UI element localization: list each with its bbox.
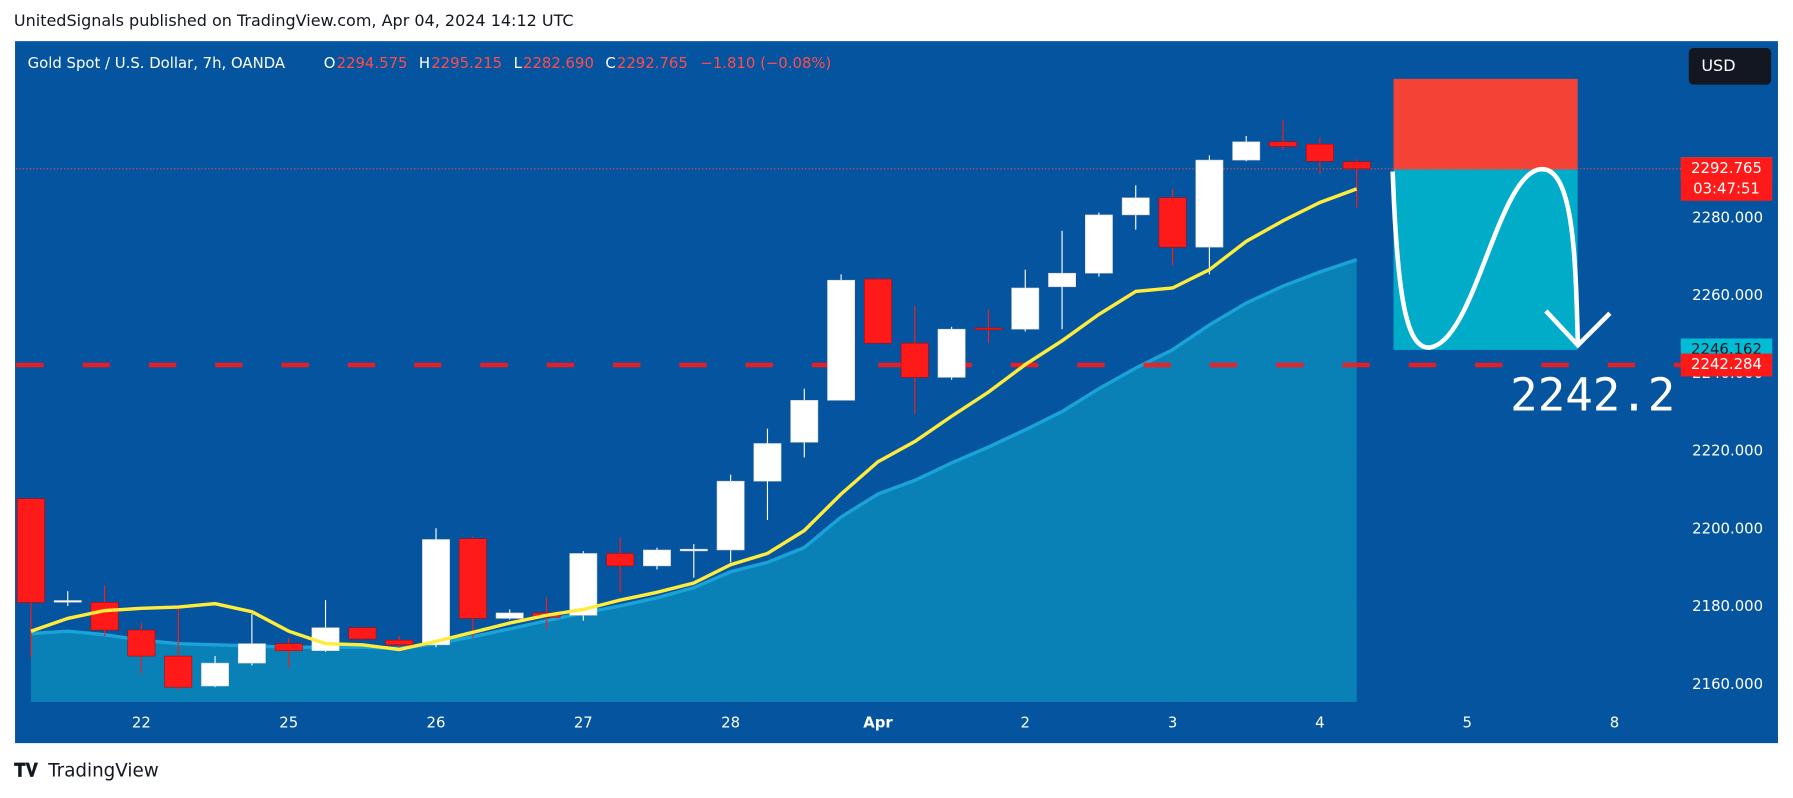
price-label-box bbox=[1680, 353, 1773, 377]
legend-label: H bbox=[419, 54, 430, 72]
projection-curve bbox=[1390, 166, 1581, 350]
y-tick-label: 2180.000 bbox=[1692, 597, 1763, 615]
y-tick-label: 2260.000 bbox=[1692, 286, 1763, 304]
header: UnitedSignals published on TradingView.c… bbox=[14, 11, 574, 30]
legend-value: −1.810 (−0.08%) bbox=[700, 54, 831, 72]
legend-value: 2292.765 bbox=[617, 54, 688, 72]
price-label-box bbox=[1680, 157, 1773, 201]
ma-line bbox=[30, 187, 1358, 652]
legend-label: C bbox=[605, 54, 615, 72]
candle-body bbox=[606, 553, 635, 567]
candle-body bbox=[1342, 161, 1371, 170]
x-tick-label: 3 bbox=[1168, 714, 1177, 732]
candle-body bbox=[53, 600, 82, 603]
candle-body bbox=[937, 328, 966, 378]
y-tick-label: 2220.000 bbox=[1692, 442, 1763, 460]
price-label: 2292.765 bbox=[1691, 159, 1762, 177]
candle-body bbox=[1195, 159, 1224, 248]
candle-body bbox=[827, 279, 856, 401]
brand-logo: 𝐓𝐕 bbox=[14, 761, 39, 782]
legend-value: 2282.690 bbox=[523, 54, 594, 72]
ma-area bbox=[30, 259, 1357, 702]
legend-value: 2294.575 bbox=[337, 54, 408, 72]
candle-body bbox=[17, 498, 45, 603]
x-tick-label: Apr bbox=[863, 714, 893, 732]
x-tick-label: 22 bbox=[132, 714, 151, 732]
candle-body bbox=[790, 400, 819, 443]
x-tick-label: 2 bbox=[1021, 714, 1030, 732]
y-tick-label: 2160.000 bbox=[1692, 675, 1763, 693]
x-tick-label: 8 bbox=[1610, 714, 1619, 732]
candle-body bbox=[753, 443, 782, 482]
stop-zone bbox=[1393, 78, 1578, 170]
candle-body bbox=[569, 553, 598, 616]
x-tick-label: 28 bbox=[721, 714, 740, 732]
price-label: 2242.284 bbox=[1691, 355, 1762, 373]
candle-body bbox=[1121, 197, 1150, 216]
candle-body bbox=[1232, 141, 1261, 161]
y-tick-label: 2280.000 bbox=[1692, 208, 1763, 226]
candle-body bbox=[1269, 141, 1297, 147]
candle-body bbox=[385, 639, 414, 646]
legend-label: L bbox=[514, 54, 523, 72]
candle-body bbox=[422, 539, 450, 646]
x-tick-label: 5 bbox=[1462, 714, 1471, 732]
candle-body bbox=[458, 538, 487, 619]
candle-body bbox=[1158, 197, 1187, 248]
candle-body bbox=[1048, 272, 1076, 288]
symbol: Gold Spot / U.S. Dollar, 7h, OANDA bbox=[28, 54, 286, 72]
projection-arrowhead bbox=[1544, 309, 1612, 349]
candle-body bbox=[348, 627, 377, 640]
brand: TradingView bbox=[47, 761, 159, 782]
candle-body bbox=[1084, 214, 1113, 274]
candle-body bbox=[974, 327, 1003, 331]
candle-body bbox=[900, 342, 929, 378]
currency[interactable]: USD bbox=[1701, 56, 1735, 75]
candle-body bbox=[127, 629, 156, 657]
candle-body bbox=[274, 643, 303, 651]
x-tick-label: 26 bbox=[427, 714, 446, 732]
legend-value: 2295.215 bbox=[431, 54, 502, 72]
candle-body bbox=[1305, 143, 1334, 162]
x-tick-label: 27 bbox=[574, 714, 593, 732]
candle-body bbox=[716, 480, 745, 551]
price-label: 2246.162 bbox=[1691, 340, 1762, 358]
candle-body bbox=[1011, 287, 1040, 330]
candle-body bbox=[864, 278, 892, 344]
candle-body bbox=[679, 548, 708, 552]
x-tick-label: 4 bbox=[1315, 714, 1324, 732]
candle-body bbox=[201, 662, 229, 687]
target-text: 2242.2 bbox=[1510, 368, 1675, 421]
y-tick-label: 2200.000 bbox=[1692, 519, 1763, 537]
candle-body bbox=[237, 643, 266, 664]
legend-label: O bbox=[324, 54, 336, 72]
x-tick-label: 25 bbox=[279, 714, 298, 732]
candle-body bbox=[495, 612, 524, 619]
currency-button[interactable] bbox=[1688, 48, 1772, 85]
candle-body bbox=[164, 655, 193, 688]
countdown: 03:47:51 bbox=[1693, 179, 1760, 197]
candle-body bbox=[90, 602, 119, 631]
candle-body bbox=[643, 549, 671, 567]
